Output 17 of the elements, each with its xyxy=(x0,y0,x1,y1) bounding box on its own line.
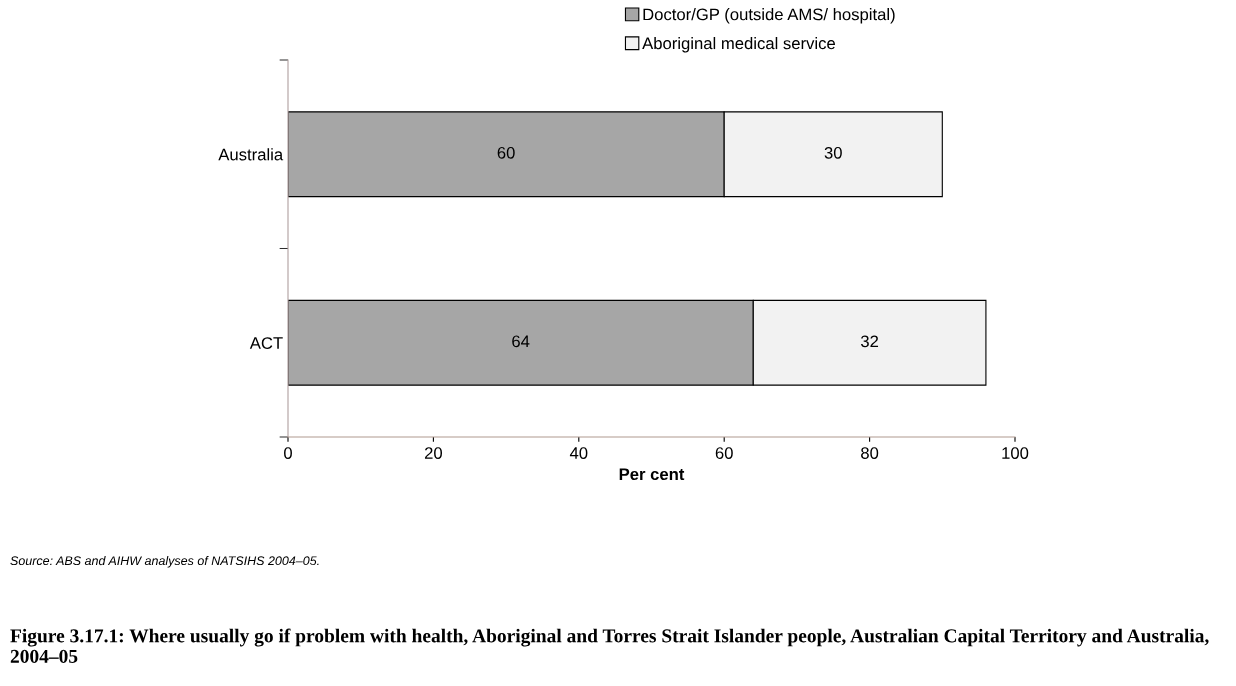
x-tick-label: 60 xyxy=(715,447,733,459)
legend-label: Doctor/GP (outside AMS/ hospital) xyxy=(643,8,895,24)
data-label: 30 xyxy=(824,146,842,159)
text: Figure 3.17.1: Where usually go if problem with health, Aboriginal and Torres Strait Islander people, Australian Capital Territory and Australia, 2004–05 xyxy=(10,628,1209,663)
x-axis-title: Per cent xyxy=(619,468,685,481)
x-tick-label: 0 xyxy=(284,447,292,459)
data-label: 64 xyxy=(512,335,530,348)
data-label: 60 xyxy=(497,146,515,159)
x-tick-label: 20 xyxy=(424,447,443,459)
x-tick-label: 100 xyxy=(1002,447,1029,459)
x-tick-label: 40 xyxy=(569,447,588,459)
y-tick-label: Australia xyxy=(218,148,284,161)
legend-label: Aboriginal medical service xyxy=(642,37,835,53)
data-label: 32 xyxy=(860,335,879,348)
x-tick-label: 80 xyxy=(861,447,879,459)
y-tick-label: ACT xyxy=(249,337,283,349)
source-note: Source: ABS and AIHW analyses of NATSIHS 2004–05. xyxy=(10,555,319,568)
